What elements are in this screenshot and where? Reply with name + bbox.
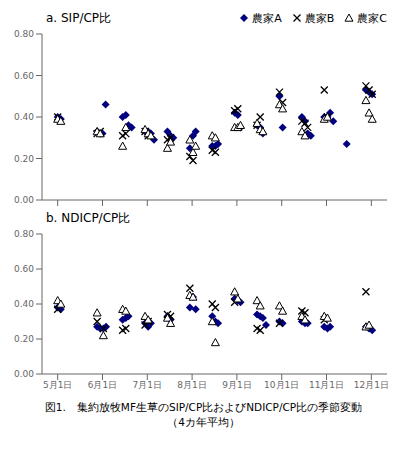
svg-text:0.20: 0.20: [14, 154, 34, 164]
html-text:農家B: 農家B: [304, 11, 335, 25]
svg-text:11月1日: 11月1日: [309, 380, 344, 390]
svg-text:0.20: 0.20: [14, 334, 34, 344]
svg-text:0.00: 0.00: [14, 369, 34, 379]
html-text:b. NDICP/CP比: b. NDICP/CP比: [46, 210, 131, 225]
svg-text:0.80: 0.80: [14, 29, 34, 39]
svg-text:0.00: 0.00: [14, 195, 34, 205]
svg-text:7月1日: 7月1日: [133, 380, 162, 390]
svg-text:0.40: 0.40: [14, 112, 34, 122]
svg-text:0.60: 0.60: [14, 71, 34, 81]
html-text:（4カ年平均）: （4カ年平均）: [167, 416, 240, 428]
svg-text:10月1日: 10月1日: [264, 380, 299, 390]
html-text:図1. 集約放牧MF生草のSIP/CP比およびNDICP/C: 図1. 集約放牧MF生草のSIP/CP比およびNDICP/CP比の季節変動: [44, 401, 363, 413]
html-text:a. SIP/CP比: a. SIP/CP比: [46, 10, 111, 25]
svg-text:9月1日: 9月1日: [222, 380, 251, 390]
svg-text:5月1日: 5月1日: [43, 380, 72, 390]
html-text:農家C: 農家C: [357, 11, 387, 25]
svg-text:6月1日: 6月1日: [88, 380, 117, 390]
svg-text:8月1日: 8月1日: [177, 380, 206, 390]
svg-text:0.60: 0.60: [14, 264, 34, 274]
svg-text:12月1日: 12月1日: [354, 380, 389, 390]
svg-text:0.80: 0.80: [14, 229, 34, 239]
html-text:農家A: 農家A: [252, 11, 282, 25]
svg-text:0.40: 0.40: [14, 299, 34, 309]
